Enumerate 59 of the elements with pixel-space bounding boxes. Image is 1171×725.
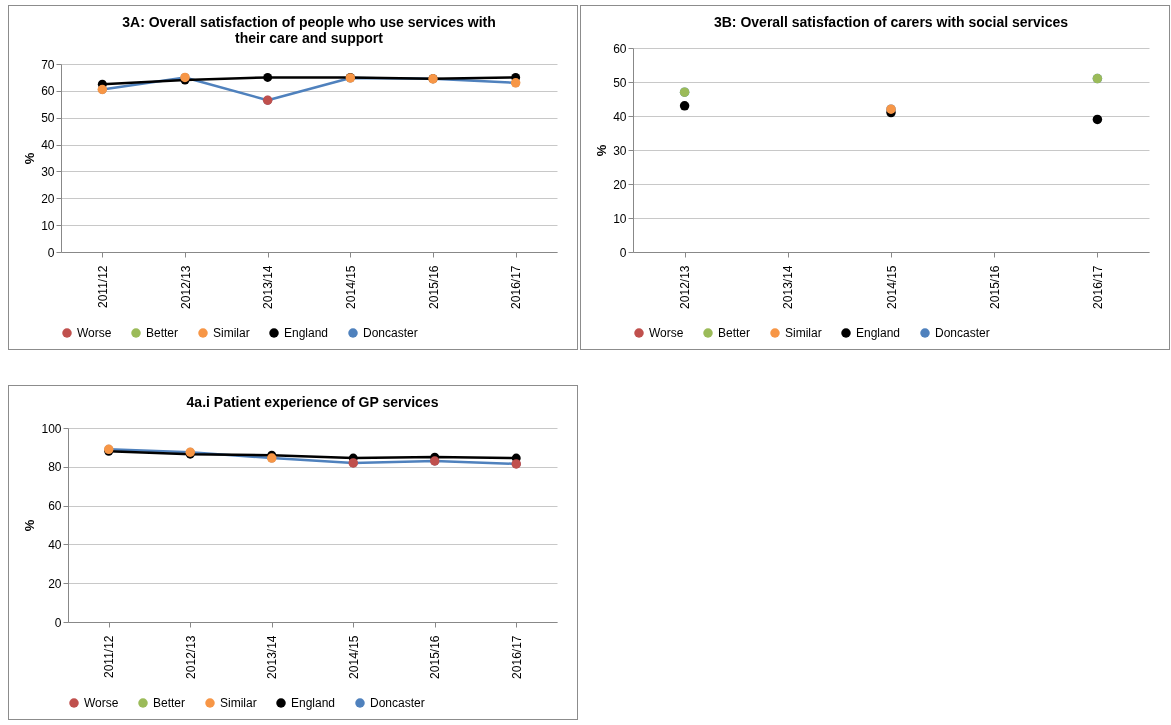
legend-label: Better [146,326,179,340]
y-tick-label: 50 [613,75,627,90]
x-tick-label: 2016/17 [509,635,524,679]
x-tick-label: 2016/17 [509,265,524,309]
x-tick-label: 2012/13 [183,635,198,679]
y-tick-label: 60 [613,41,627,56]
y-tick-label: 10 [41,218,55,233]
x-tick-label: 2013/14 [261,265,276,309]
x-tick-label: 2011/12 [102,635,117,678]
x-tick-label: 2012/13 [678,265,693,309]
y-tick-label: 40 [41,138,55,153]
chart-title: 4a.i Patient experience of GP services [186,394,439,410]
x-tick-label: 2014/15 [884,265,899,309]
y-tick-label: 10 [613,211,627,226]
legend-label: England [291,696,336,710]
y-axis-title: % [594,144,610,157]
legend-label: England [284,326,329,340]
legend-label: Doncaster [363,326,418,340]
x-tick-label: 2011/12 [95,265,110,308]
x-tick-label: 2013/14 [781,265,796,309]
y-tick-label: 0 [54,615,62,630]
legend-label: Similar [785,326,822,340]
legend-label: Worse [84,696,119,710]
y-tick-label: 20 [613,177,627,192]
y-tick-label: 30 [41,164,55,179]
y-axis-title: % [22,152,38,165]
legend-label: Worse [649,326,684,340]
y-tick-label: 60 [48,499,62,514]
y-tick-label: 50 [41,111,55,126]
y-tick-label: 60 [41,84,55,99]
y-tick-label: 30 [613,143,627,158]
legend-label: England [856,326,901,340]
legend-label: Better [718,326,751,340]
x-tick-label: 2014/15 [343,265,358,309]
y-tick-label: 70 [41,57,55,72]
x-tick-label: 2014/15 [346,635,361,679]
x-tick-label: 2012/13 [178,265,193,309]
x-tick-label: 2015/16 [987,265,1002,309]
chart-title: 3A: Overall satisfaction of people who use services with their care and support [122,14,496,46]
y-tick-label: 40 [613,109,627,124]
y-tick-label: 20 [41,191,55,206]
y-tick-label: 20 [48,576,62,591]
legend-label: Doncaster [370,696,425,710]
legend-label: Better [153,696,186,710]
y-tick-label: 100 [41,421,62,436]
legend-label: Doncaster [935,326,990,340]
legend-label: Similar [213,326,250,340]
y-tick-label: 0 [47,245,55,260]
x-tick-label: 2015/16 [426,265,441,309]
x-tick-label: 2015/16 [428,635,443,679]
y-tick-label: 0 [619,245,627,260]
y-tick-label: 80 [48,460,62,475]
legend-label: Similar [220,696,257,710]
x-tick-label: 2016/17 [1090,265,1105,309]
y-axis-title: % [22,519,38,532]
x-tick-label: 2013/14 [265,635,280,679]
chart-title: 3B: Overall satisfaction of carers with social services [713,14,1069,30]
y-tick-label: 40 [48,537,62,552]
legend-label: Worse [77,326,112,340]
